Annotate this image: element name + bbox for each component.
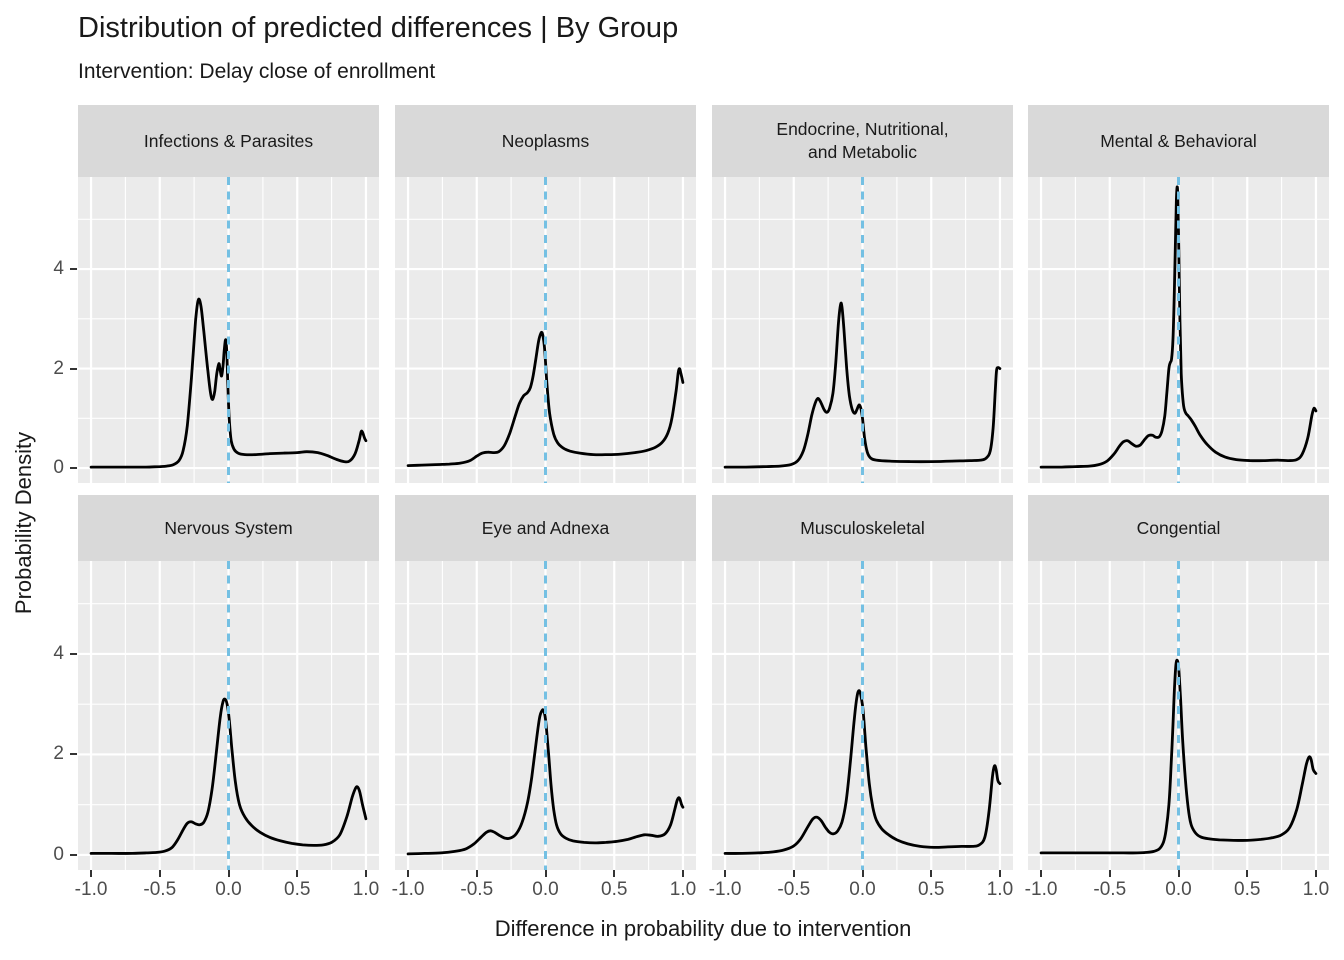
density-curve	[89, 297, 368, 469]
x-tick-mark	[544, 870, 547, 877]
density-curve	[89, 697, 368, 855]
x-tick-mark	[475, 870, 478, 877]
x-tick-label: 1.0	[352, 879, 380, 900]
y-tick-mark	[70, 367, 77, 370]
y-tick-label: 2	[53, 357, 64, 379]
y-tick-mark	[70, 753, 77, 756]
density-curve	[723, 689, 1002, 855]
x-tick-label: 0.0	[1165, 879, 1192, 900]
density-panel-infections-parasites	[78, 177, 379, 483]
x-axis-col-4: -1.0 -0.5 0.0 0.5 1.0	[1024, 870, 1330, 904]
x-axis-title: Difference in probability due to interve…	[494, 916, 912, 941]
facet-strip-congential: Congential	[1028, 495, 1329, 561]
y-axis-title: Probability Density	[11, 431, 36, 615]
facet-strip-eye-adnexa: Eye and Adnexa	[395, 495, 696, 561]
x-tick-mark	[407, 870, 410, 877]
y-tick-label: 0	[53, 843, 64, 865]
density-curve	[1039, 185, 1318, 469]
facet-strip-endocrine: Endocrine, Nutritional, and Metabolic	[712, 105, 1013, 177]
density-curve	[1039, 658, 1318, 855]
x-tick-label: 0.5	[601, 879, 628, 900]
x-tick-mark	[1108, 870, 1111, 877]
x-axis-col-3: -1.0 -0.5 0.0 0.5 1.0	[708, 870, 1014, 904]
x-tick-mark	[792, 870, 795, 877]
x-tick-mark	[724, 870, 727, 877]
y-tick-label: 4	[53, 642, 64, 664]
x-tick-label: 0.5	[1234, 879, 1261, 900]
facet-strip-nervous-system: Nervous System	[78, 495, 379, 561]
x-tick-mark	[930, 870, 933, 877]
x-tick-label: 1.0	[1302, 879, 1330, 900]
x-tick-label: 0.5	[918, 879, 945, 900]
y-tick-label: 2	[53, 743, 64, 765]
x-tick-mark	[1314, 870, 1317, 877]
x-tick-label: 0.0	[849, 879, 876, 900]
density-curve	[723, 301, 1002, 469]
density-panel-neoplasms	[395, 177, 696, 483]
density-panel-endocrine	[712, 177, 1013, 483]
x-tick-mark	[158, 870, 161, 877]
x-tick-label: 0.5	[284, 879, 311, 900]
x-tick-mark	[1177, 870, 1180, 877]
y-tick-label: 0	[53, 457, 64, 479]
x-tick-label: -1.0	[1024, 879, 1058, 900]
x-tick-mark	[861, 870, 864, 877]
x-tick-mark	[364, 870, 367, 877]
chart-subtitle: Intervention: Delay close of enrollment	[78, 60, 436, 83]
density-panel-congential	[1028, 561, 1329, 870]
x-tick-label: -1.0	[708, 879, 742, 900]
x-tick-mark	[90, 870, 93, 877]
x-tick-label: 1.0	[669, 879, 697, 900]
y-tick-mark	[70, 467, 77, 470]
x-tick-mark	[613, 870, 616, 877]
density-panel-nervous-system	[78, 561, 379, 870]
facet-strip-infections-parasites: Infections & Parasites	[78, 105, 379, 177]
facet-strip-musculoskeletal: Musculoskeletal	[712, 495, 1013, 561]
density-curve	[406, 708, 685, 856]
density-panel-eye-adnexa	[395, 561, 696, 870]
y-tick-label: 4	[53, 258, 64, 280]
y-tick-mark	[70, 652, 77, 655]
y-axis: 0 2 4 0 2 4	[0, 0, 78, 930]
x-tick-label: -1.0	[391, 879, 425, 900]
x-tick-label: -0.5	[1093, 879, 1127, 900]
y-tick-mark	[70, 853, 77, 856]
x-tick-mark	[227, 870, 230, 877]
x-tick-label: 0.0	[215, 879, 242, 900]
x-tick-label: -0.5	[143, 879, 177, 900]
x-tick-mark	[1246, 870, 1249, 877]
density-panel-mental-behavioral	[1028, 177, 1329, 483]
facet-strip-mental-behavioral: Mental & Behavioral	[1028, 105, 1329, 177]
density-curve	[406, 330, 685, 467]
x-tick-label: 1.0	[986, 879, 1014, 900]
x-tick-mark	[1040, 870, 1043, 877]
x-tick-mark	[296, 870, 299, 877]
x-axis-col-1: -1.0 -0.5 0.0 0.5 1.0	[74, 870, 380, 904]
x-tick-mark	[681, 870, 684, 877]
density-panel-musculoskeletal	[712, 561, 1013, 870]
x-tick-label: -1.0	[74, 879, 108, 900]
x-tick-label: 0.0	[532, 879, 559, 900]
chart-title: Distribution of predicted differences | …	[78, 12, 679, 44]
y-tick-mark	[70, 268, 77, 271]
x-tick-label: -0.5	[460, 879, 494, 900]
x-tick-mark	[998, 870, 1001, 877]
facet-strip-neoplasms: Neoplasms	[395, 105, 696, 177]
x-tick-label: -0.5	[777, 879, 811, 900]
x-axis-col-2: -1.0 -0.5 0.0 0.5 1.0	[391, 870, 697, 904]
